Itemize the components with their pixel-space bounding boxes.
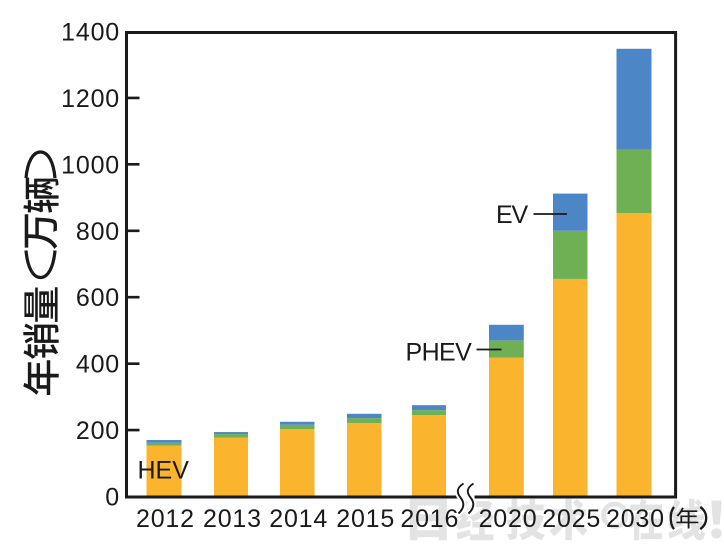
svg-text:HEV: HEV: [138, 457, 190, 485]
svg-text:400: 400: [76, 351, 120, 379]
svg-text:2012: 2012: [136, 505, 195, 533]
svg-text:600: 600: [76, 284, 120, 312]
svg-text:2030: 2030: [606, 505, 665, 533]
svg-text:0: 0: [105, 484, 120, 512]
svg-text:200: 200: [76, 417, 120, 445]
svg-text:1200: 1200: [61, 85, 120, 113]
svg-text:800: 800: [76, 218, 120, 246]
svg-text:2015: 2015: [336, 505, 395, 533]
svg-text:2025: 2025: [542, 505, 601, 533]
svg-text:1400: 1400: [61, 19, 120, 47]
svg-text:PHEV: PHEV: [406, 339, 473, 367]
svg-text:1000: 1000: [61, 151, 120, 179]
svg-text:2014: 2014: [269, 505, 328, 533]
svg-text:2016: 2016: [400, 505, 459, 533]
svg-text:2020: 2020: [479, 505, 538, 533]
svg-text:2013: 2013: [203, 505, 262, 533]
svg-text:EV: EV: [496, 201, 528, 229]
